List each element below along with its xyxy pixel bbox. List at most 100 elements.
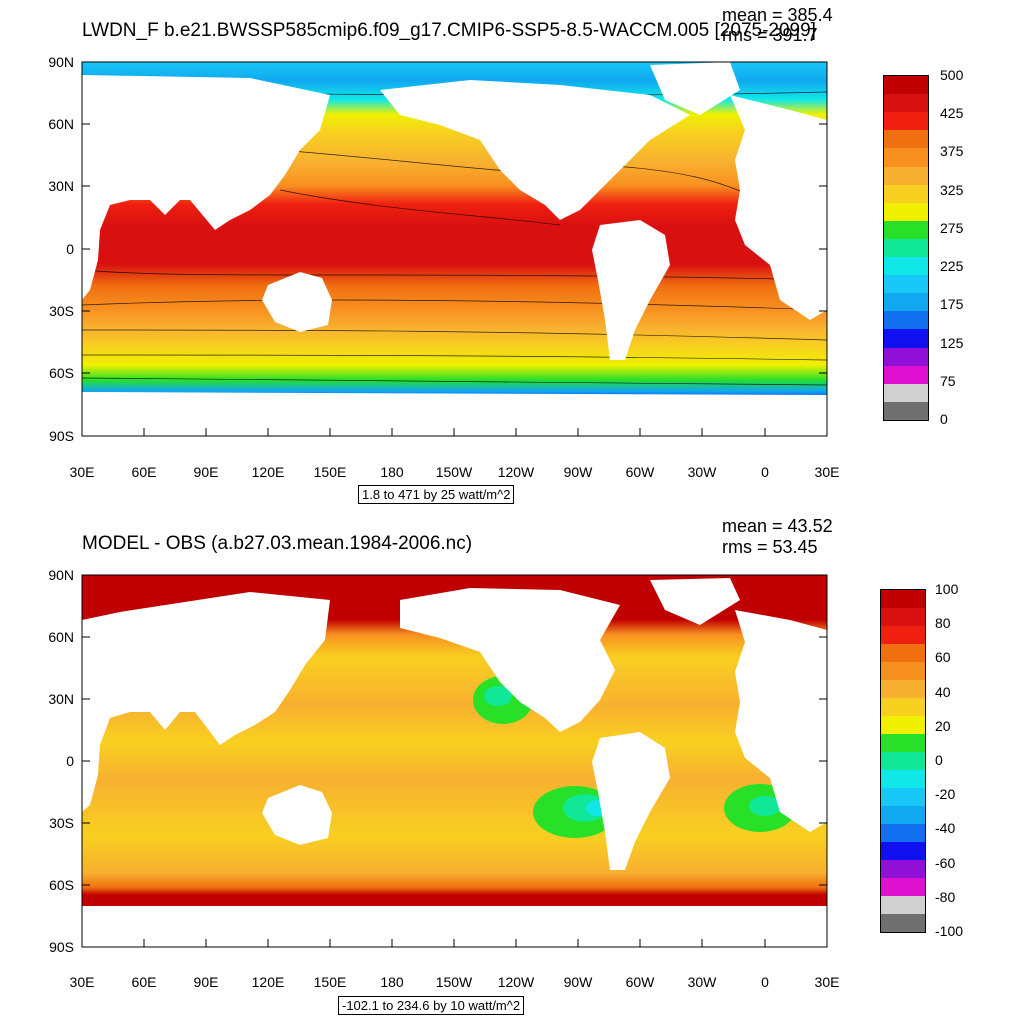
panel2-rms: rms = 53.45 — [722, 537, 818, 557]
panel1-colorbar-swatch — [884, 311, 928, 330]
panel2-colorbar-swatch — [881, 626, 925, 644]
panel1-ytick-0: 0 — [66, 241, 74, 257]
panel1-xtick: 0 — [761, 464, 769, 480]
panel1-colorbar-swatch — [884, 365, 928, 384]
panel1-colorbar-swatch — [884, 94, 928, 113]
panel1-colorbar-swatch — [884, 202, 928, 221]
panel1-colorbar-swatch — [884, 347, 928, 366]
panel2-xtick: 120W — [497, 974, 535, 990]
panel2-xtick: 60W — [625, 974, 655, 990]
panel2-ytick-0: 0 — [66, 753, 74, 769]
panel1-rms: rms = 391.7 — [722, 25, 818, 45]
panel2-xtick: 180 — [380, 974, 404, 990]
panel1-ytick-30n: 30N — [48, 178, 74, 194]
panel1-colorbar — [883, 75, 929, 421]
panel1-ytick-90n: 90N — [48, 54, 74, 70]
panel2-xtick: 30W — [687, 974, 717, 990]
panel1-colorbar-label: 500 — [940, 67, 964, 83]
panel2-colorbar-label: -40 — [935, 820, 956, 837]
panel1-title: LWDN_F b.e21.BWSSP585cmip6.f09_g17.CMIP6… — [82, 20, 816, 41]
panel1-colorbar-label: 375 — [940, 143, 964, 160]
panel2-colorbar-swatch — [881, 860, 925, 878]
panel1-xtick: 150W — [435, 464, 473, 480]
panel2-colorbar-swatch — [881, 824, 925, 842]
panel2-colorbar-label: 20 — [935, 717, 951, 734]
panel2-colorbar-label: -80 — [935, 888, 956, 905]
panel2-colorbar-swatch — [881, 878, 925, 896]
panel1-xtick: 30E — [69, 464, 95, 480]
panel1-colorbar-label: 275 — [940, 219, 964, 236]
panel2-ytick-30s: 30S — [49, 815, 74, 831]
panel1-colorbar-labels: 0 75 125 175 225 275 325 375 425 500 — [940, 67, 1000, 427]
panel2-colorbar-label: 0 — [935, 752, 943, 768]
panel1-colorbar-swatch — [884, 130, 928, 149]
panel1-xtick: 90W — [563, 464, 593, 480]
panel1-colorbar-swatch — [884, 238, 928, 258]
panel1-contour-info: 1.8 to 471 by 25 watt/m^2 — [358, 485, 515, 504]
panel1-xtick: 30W — [687, 464, 717, 480]
panel2-xtick: 60E — [131, 974, 157, 990]
panel1-colorbar-swatch — [884, 220, 928, 239]
panel2-colorbar — [880, 589, 926, 933]
panel1-colorbar-label: 175 — [940, 296, 964, 313]
panel2-ytick-60s: 60S — [49, 877, 74, 893]
panel2-colorbar-swatch — [881, 698, 925, 716]
panel1-xtick: 150E — [313, 464, 347, 480]
panel1-ytick-90s: 90S — [49, 428, 74, 444]
panel2-colorbar-label: -60 — [935, 854, 956, 871]
panel2-colorbar-swatch — [881, 752, 925, 770]
panel1-colorbar-swatch — [884, 401, 928, 420]
panel2-xtick: 150E — [313, 974, 347, 990]
panel2-colorbar-label: 100 — [935, 581, 959, 597]
panel2-xtick: 0 — [761, 974, 769, 990]
panel1-xtick: 180 — [380, 464, 404, 480]
panel2-colorbar-swatch — [881, 896, 925, 914]
panel1-ytick-60n: 60N — [48, 116, 74, 132]
panel1-colorbar-swatch — [884, 257, 928, 276]
panel2-colorbar-swatch — [881, 590, 925, 608]
panel1-mean: mean = 385.4 — [722, 5, 833, 25]
panel2-ytick-60n: 60N — [48, 629, 74, 645]
panel1-colorbar-label: 0 — [940, 411, 948, 427]
panel2-colorbar-swatch — [881, 644, 925, 662]
panel2-colorbar-swatch — [881, 806, 925, 824]
panel2-ytick-90s: 90S — [49, 939, 74, 955]
panel2-xtick: 30E — [814, 974, 840, 990]
panel2-xtick: 150W — [435, 974, 473, 990]
panel2-xtick: 30E — [69, 974, 95, 990]
panel1-colorbar-label: 225 — [940, 258, 964, 275]
panel1-colorbar-swatch — [884, 166, 928, 185]
panel1-colorbar-swatch — [884, 383, 928, 402]
panel1-colorbar-label: 75 — [940, 372, 956, 389]
panel2-xtick: 90E — [193, 974, 219, 990]
panel1-colorbar-label: 125 — [940, 334, 964, 351]
panel2-colorbar-swatch — [881, 662, 925, 680]
panel1-colorbar-swatch — [884, 275, 928, 294]
panel2-ytick-90n: 90N — [48, 567, 74, 583]
panel2-colorbar-swatch — [881, 788, 925, 806]
panel1-xtick: 120E — [251, 464, 285, 480]
panel2-xtick: 90W — [563, 974, 593, 990]
panel2-ytick-30n: 30N — [48, 691, 74, 707]
panel1-ytick-30s: 30S — [49, 303, 74, 319]
panel1-colorbar-label: 425 — [940, 105, 964, 122]
panel1-xtick: 60E — [131, 464, 157, 480]
panel1-xtick: 90E — [193, 464, 219, 480]
panel2-colorbar-swatch — [881, 842, 925, 860]
panel1-colorbar-swatch — [884, 112, 928, 131]
panel1-colorbar-swatch — [884, 76, 928, 95]
panel2-colorbar-label: -100 — [935, 923, 964, 939]
panel2-colorbar-swatch — [881, 680, 925, 698]
panel2-colorbar-swatch — [881, 734, 925, 752]
panel2-colorbar-swatch — [881, 608, 925, 626]
panel2-colorbar-swatch — [881, 914, 925, 932]
panel1-colorbar-swatch — [884, 329, 928, 348]
panel2-colorbar-swatch — [881, 716, 925, 734]
panel2-colorbar-label: -20 — [935, 786, 956, 803]
panel1-colorbar-swatch — [884, 293, 928, 312]
panel2-mean: mean = 43.52 — [722, 516, 833, 536]
panel2-title: MODEL - OBS (a.b27.03.mean.1984-2006.nc) — [82, 533, 473, 554]
panel2-colorbar-label: 80 — [935, 615, 951, 632]
panel2-colorbar-label: 60 — [935, 649, 951, 666]
